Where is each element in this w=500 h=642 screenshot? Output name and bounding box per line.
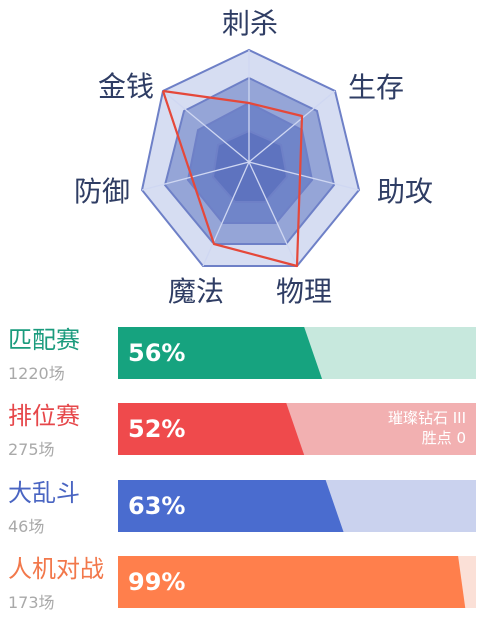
mode-row-bot[interactable]: 人机对战 173场 99% — [0, 555, 500, 618]
radar-label-kill: 刺杀 — [221, 7, 279, 40]
winrate-bar-fill — [118, 556, 466, 608]
rank-info: 璀璨钻石 III 胜点 0 — [388, 408, 466, 448]
radar-chart-section: 刺杀 生存 助攻 物理 魔法 防御 金钱 — [0, 0, 500, 318]
radar-label-defense: 防御 — [73, 175, 131, 208]
winrate-bar-brawl: 63% — [118, 480, 476, 532]
winrate-percent: 63% — [128, 492, 186, 520]
winrate-percent: 99% — [128, 568, 186, 596]
mode-row-brawl[interactable]: 大乱斗 46场 63% — [0, 479, 500, 542]
winrate-percent: 56% — [128, 339, 186, 367]
winrate-percent: 52% — [128, 415, 186, 443]
radar-label-assist: 助攻 — [376, 175, 434, 208]
winrate-bar-bot: 99% — [118, 556, 476, 608]
radar-label-physical: 物理 — [275, 275, 333, 308]
radar-core-ring — [211, 129, 289, 203]
mode-count-ranked: 275场 — [8, 440, 55, 459]
winrate-bar-fill — [118, 327, 323, 379]
mode-name-ranked: 排位赛 — [8, 402, 80, 430]
winrate-bar-fill — [118, 403, 305, 455]
mode-count-brawl: 46场 — [8, 517, 45, 536]
radar-axis-lines — [141, 50, 360, 267]
mode-name-bot: 人机对战 — [8, 555, 104, 583]
mode-name-brawl: 大乱斗 — [8, 479, 80, 507]
radar-label-gold: 金钱 — [97, 70, 155, 103]
radar-player-profile-line — [161, 89, 304, 268]
radar-label-survival: 生存 — [347, 71, 405, 104]
rank-tier: 璀璨钻石 III — [387, 409, 466, 427]
mode-count-match: 1220场 — [8, 364, 65, 383]
mode-count-bot: 173场 — [8, 593, 55, 612]
radar-chart — [140, 48, 361, 268]
mode-name-match: 匹配赛 — [8, 326, 80, 354]
winrate-bar-ranked: 52% 璀璨钻石 III 胜点 0 — [118, 403, 476, 455]
mode-row-match[interactable]: 匹配赛 1220场 56% — [0, 326, 500, 389]
mode-row-ranked[interactable]: 排位赛 275场 52% 璀璨钻石 III 胜点 0 — [0, 402, 500, 465]
radar-label-magic: 魔法 — [167, 275, 225, 308]
winrate-bar-fill — [118, 480, 344, 532]
rank-points: 胜点 0 — [421, 429, 466, 447]
winrate-bar-match: 56% — [118, 327, 476, 379]
